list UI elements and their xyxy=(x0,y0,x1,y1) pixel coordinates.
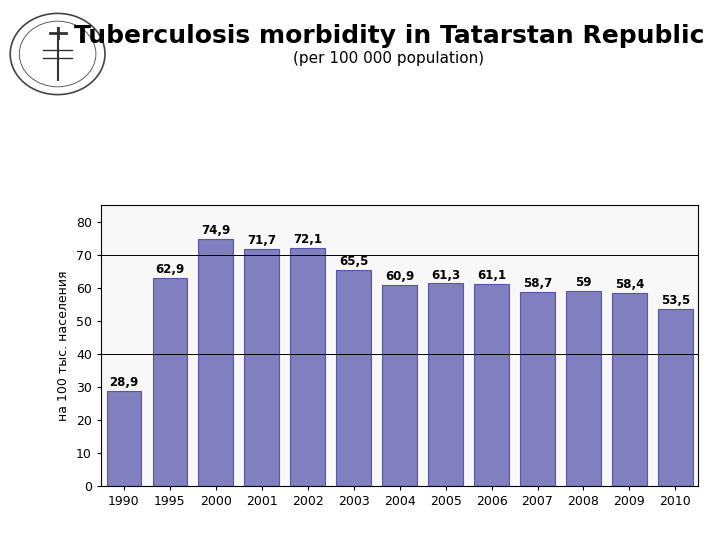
Text: 53,5: 53,5 xyxy=(661,294,690,307)
Text: 28,9: 28,9 xyxy=(109,375,138,389)
Bar xyxy=(612,293,647,486)
Text: 71,7: 71,7 xyxy=(247,234,276,247)
Text: 72,1: 72,1 xyxy=(293,233,322,246)
Text: 62,9: 62,9 xyxy=(155,263,184,276)
Text: 58,4: 58,4 xyxy=(615,278,644,291)
Y-axis label: на 100 тыс. населения: на 100 тыс. населения xyxy=(57,271,71,421)
Text: 58,7: 58,7 xyxy=(523,277,552,290)
Text: 61,3: 61,3 xyxy=(431,268,460,281)
Text: 61,1: 61,1 xyxy=(477,269,506,282)
Bar xyxy=(153,278,187,486)
Bar xyxy=(336,269,371,486)
Text: 60,9: 60,9 xyxy=(385,270,414,283)
Text: 65,5: 65,5 xyxy=(339,255,369,268)
Bar xyxy=(521,292,554,486)
Bar xyxy=(428,284,463,486)
Text: Tuberculosis morbidity in Tatarstan Republic: Tuberculosis morbidity in Tatarstan Repu… xyxy=(73,24,704,48)
Text: 74,9: 74,9 xyxy=(201,224,230,237)
Bar xyxy=(107,390,141,486)
Bar xyxy=(474,284,509,486)
Bar xyxy=(566,291,600,486)
Bar xyxy=(290,248,325,486)
Text: (per 100 000 population): (per 100 000 population) xyxy=(293,51,485,66)
Text: 59: 59 xyxy=(575,276,592,289)
Bar xyxy=(382,285,417,486)
Bar xyxy=(199,239,233,486)
Bar xyxy=(658,309,693,486)
Bar xyxy=(245,249,279,486)
